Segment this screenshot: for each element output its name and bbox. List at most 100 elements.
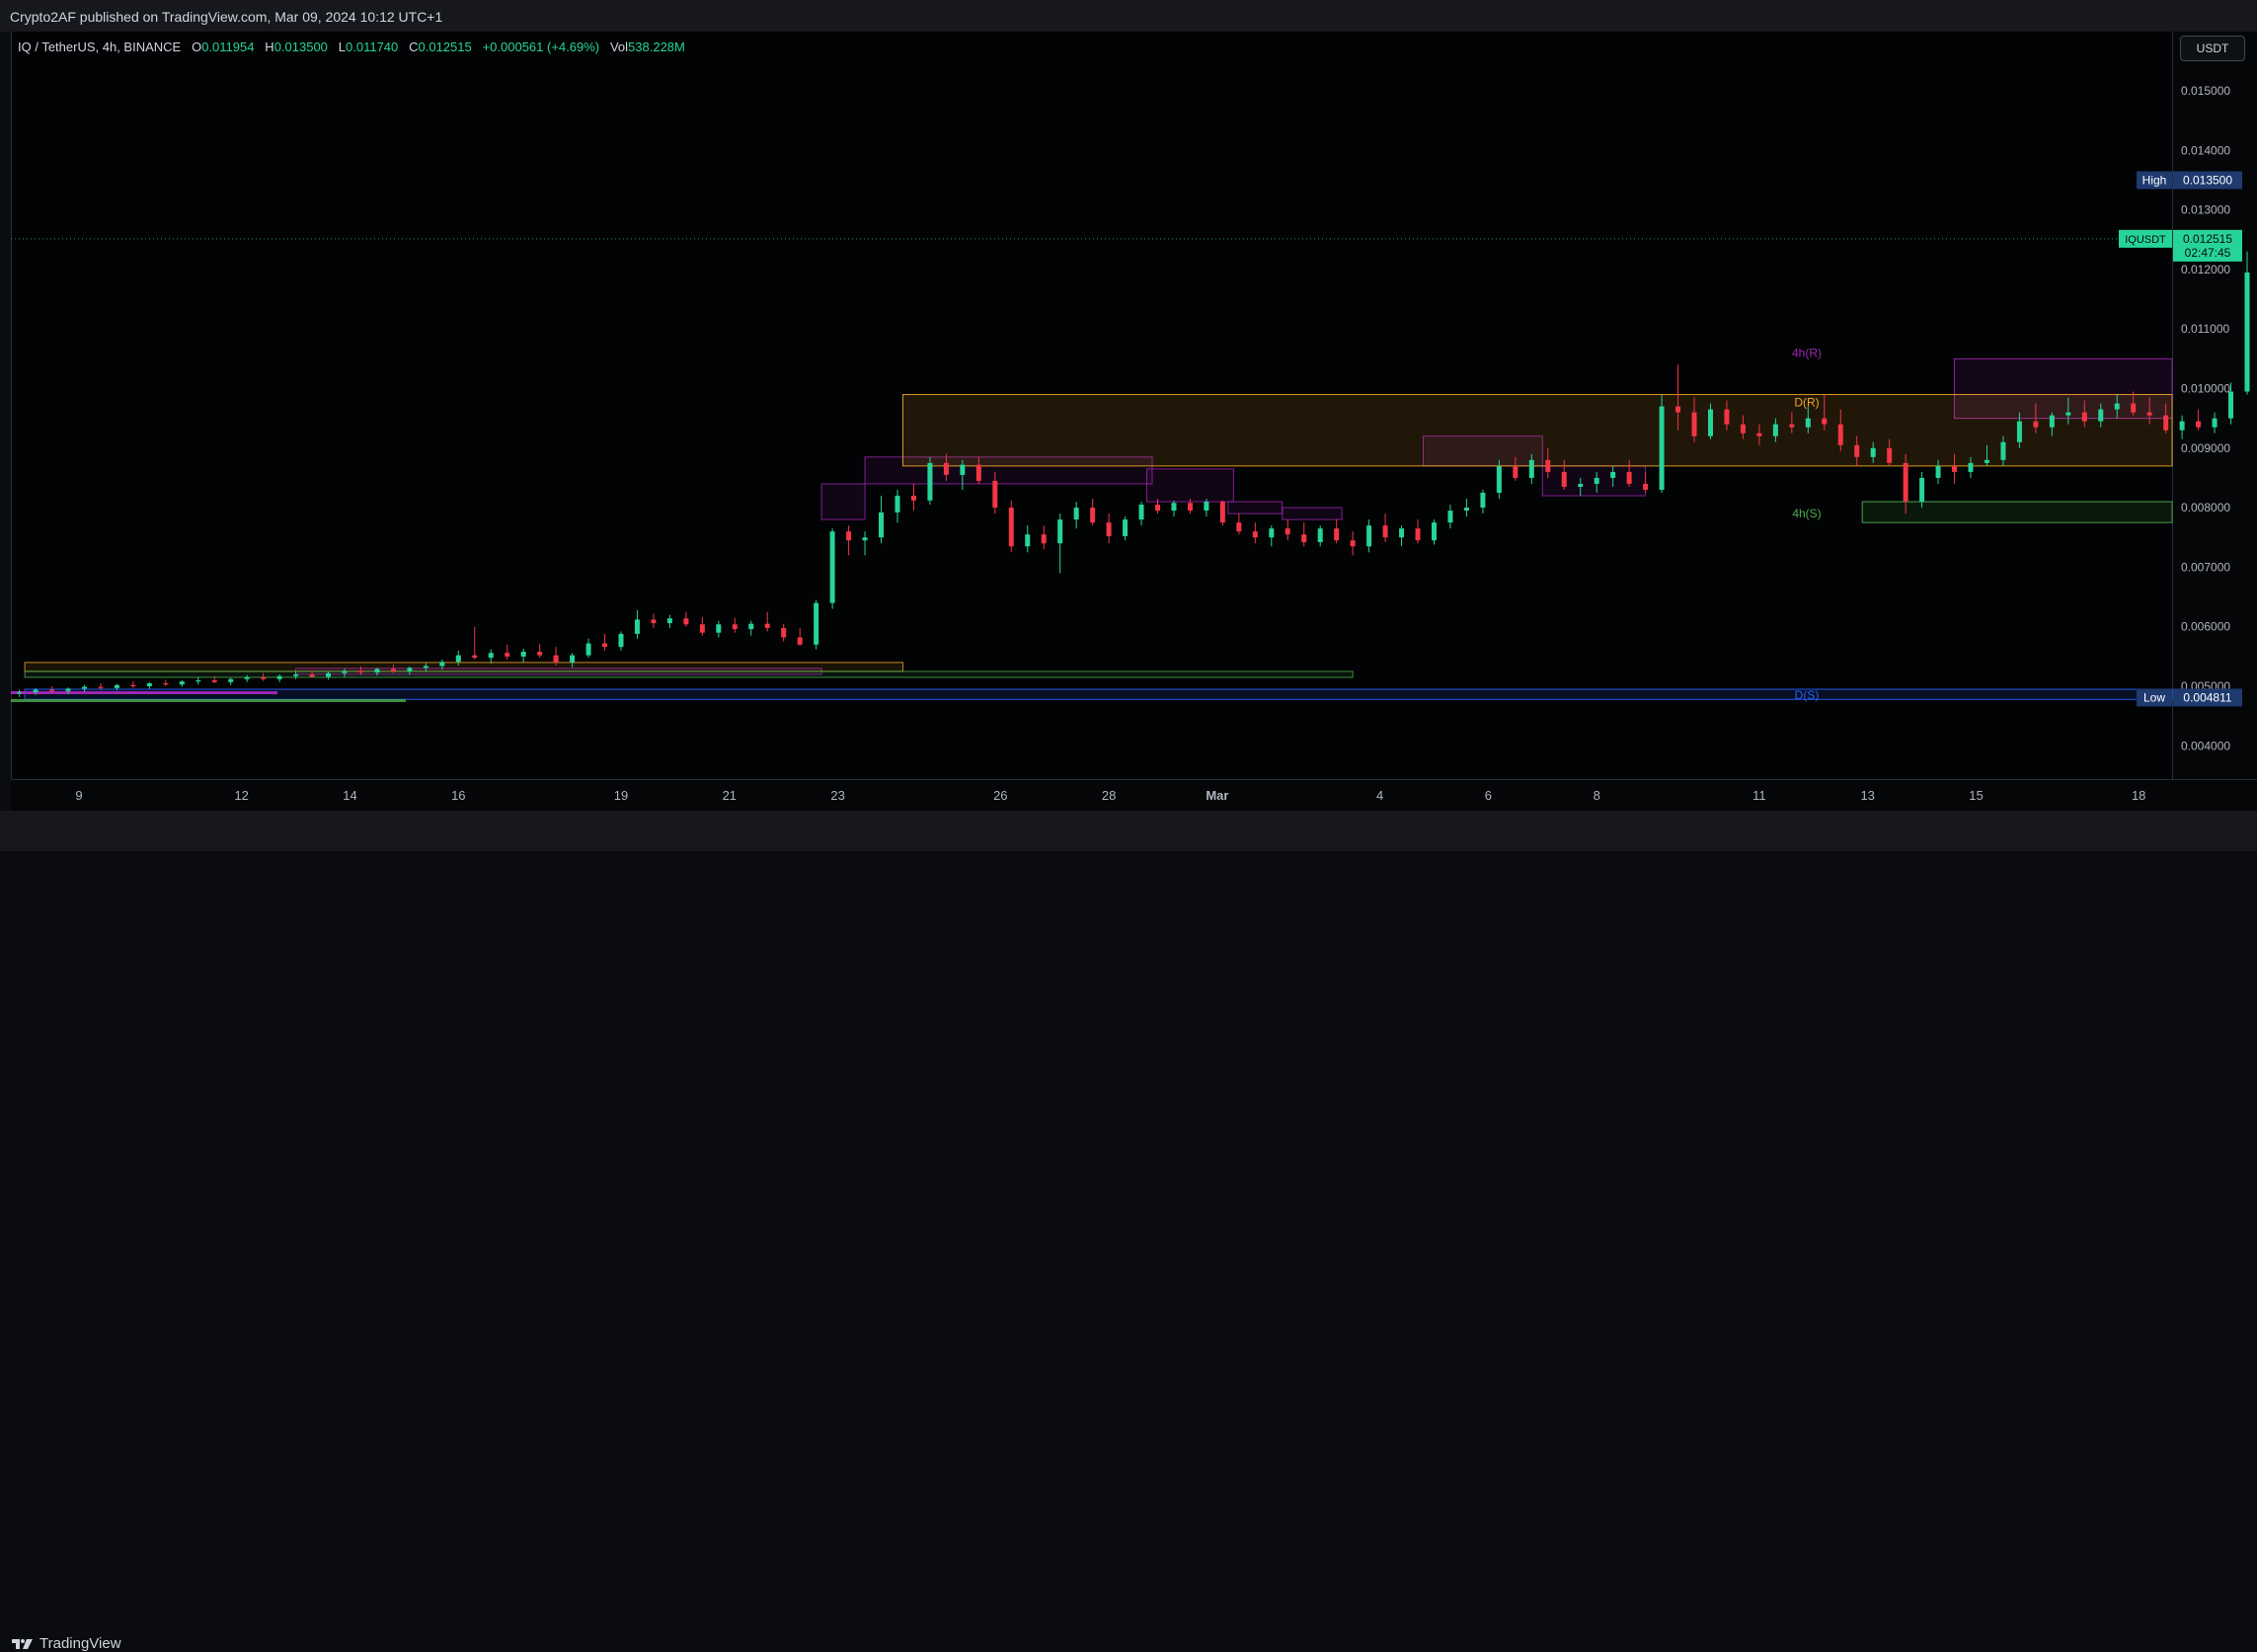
publish-header: Crypto2AF published on TradingView.com, … xyxy=(0,0,2257,32)
candle-body xyxy=(146,682,152,686)
candle-body xyxy=(357,670,363,673)
time-tick-label: 12 xyxy=(234,788,248,803)
candle-body xyxy=(1480,493,1486,509)
symbol-name[interactable]: IQ / TetherUS, 4h, BINANCE xyxy=(18,39,182,54)
time-tick-label: 13 xyxy=(1860,788,1874,803)
candle-body xyxy=(1415,528,1421,541)
price-tick-label: 0.012000 xyxy=(2181,263,2230,276)
symbol-legend: IQ / TetherUS, 4h, BINANCE O0.011954 H0.… xyxy=(18,39,685,54)
candle-body xyxy=(1837,424,1843,445)
last-symbol-bg xyxy=(2119,229,2172,248)
historical-zone-5 xyxy=(1423,435,1543,467)
time-tick-label: 14 xyxy=(343,788,356,803)
candle-body xyxy=(65,688,71,691)
candle-body xyxy=(748,623,754,630)
candle-body xyxy=(505,653,510,657)
historical-zone-1 xyxy=(1146,468,1234,503)
price-tick-label: 0.008000 xyxy=(2181,501,2230,514)
historical-zone-2 xyxy=(1227,501,1284,514)
historical-zone-9 xyxy=(24,670,1354,678)
candle-body xyxy=(261,676,267,679)
candle-body xyxy=(1496,465,1502,494)
candle-body xyxy=(585,643,591,656)
candle-body xyxy=(2196,421,2202,428)
candle-body xyxy=(634,619,640,634)
candle-body xyxy=(1301,534,1307,543)
candle-body xyxy=(683,618,689,625)
candle-body xyxy=(910,496,916,501)
zone-label: 4h(S) xyxy=(1792,507,1821,520)
candle-body xyxy=(895,496,900,512)
candle-body xyxy=(2114,403,2120,410)
candle-body xyxy=(975,464,981,481)
candle-body xyxy=(1578,483,1584,487)
candle-body xyxy=(276,675,282,679)
candle-body xyxy=(1675,406,1681,413)
close-value: 0.012515 xyxy=(418,39,472,54)
price-tick-label: 0.010000 xyxy=(2181,382,2230,396)
candle-body xyxy=(1219,502,1225,523)
candle-body xyxy=(309,673,315,677)
candle-body xyxy=(49,689,55,691)
candle-body xyxy=(1772,424,1778,436)
time-tick-label: 4 xyxy=(1376,788,1383,803)
low-price-tag: Low xyxy=(2143,690,2165,704)
candle-body xyxy=(553,655,559,663)
high-price-tag: High xyxy=(2142,173,2167,187)
candle-body xyxy=(1008,508,1014,547)
change-value: +0.000561 (+4.69%) xyxy=(482,39,600,54)
candle-body xyxy=(374,669,380,673)
candle-body xyxy=(1952,465,1958,472)
candle-body xyxy=(2098,409,2104,422)
high-value: 0.013500 xyxy=(273,39,328,54)
candle-body xyxy=(1252,531,1258,538)
high-label: H xyxy=(265,39,274,54)
candle-body xyxy=(1545,459,1551,472)
candlestick-chart[interactable]: 4h(R) D(R) 4h(S) D(S) 0.015000 0.014000 0.0130… xyxy=(0,0,2257,851)
candle-body xyxy=(1269,528,1275,538)
candle-body xyxy=(2163,415,2169,431)
zone-D(S) xyxy=(24,688,2173,700)
candle-body xyxy=(211,679,217,682)
candle-body xyxy=(488,653,494,659)
candle-body xyxy=(1561,471,1567,487)
tradingview-brand[interactable]: TradingView xyxy=(12,1635,121,1652)
candle-body xyxy=(1756,433,1762,436)
candle-body xyxy=(846,531,852,541)
candle-body xyxy=(1317,528,1323,543)
price-tick-label: 0.013000 xyxy=(2181,203,2230,217)
low-price-value: 0.004811 xyxy=(2183,690,2231,704)
candle-body xyxy=(2146,412,2152,416)
candle-body xyxy=(1513,465,1518,478)
historical-zone-4 xyxy=(820,483,866,520)
high-price-tag-bg xyxy=(2137,171,2172,190)
candle-body xyxy=(829,531,835,603)
price-tick-label: 0.015000 xyxy=(2181,84,2230,98)
time-axis[interactable] xyxy=(11,779,2257,812)
candle-body xyxy=(1350,540,1356,547)
currency-button[interactable]: USDT xyxy=(2180,36,2245,61)
candle-body xyxy=(244,676,250,679)
zone-4h(R) xyxy=(1954,357,2173,420)
time-tick-label: Mar xyxy=(1206,788,1228,803)
candle-body xyxy=(699,624,705,633)
candle-body xyxy=(879,511,885,538)
volume-label: Vol xyxy=(609,39,629,54)
candle-body xyxy=(2065,412,2071,416)
chart-pane[interactable] xyxy=(11,32,2173,779)
time-tick-label: 21 xyxy=(723,788,737,803)
price-tick-label: 0.004000 xyxy=(2181,739,2230,752)
brand-name: TradingView xyxy=(39,1635,121,1652)
candle-body xyxy=(130,684,136,686)
candle-body xyxy=(98,686,104,688)
candle-body xyxy=(1155,505,1161,511)
candle-body xyxy=(114,684,119,688)
candle-body xyxy=(163,682,169,685)
time-tick-label: 18 xyxy=(2132,788,2145,803)
candle-body xyxy=(1204,502,1209,511)
candle-body xyxy=(537,652,543,656)
price-tick-label: 0.006000 xyxy=(2181,620,2230,634)
candle-body xyxy=(651,619,657,624)
low-label: L xyxy=(338,39,346,54)
time-tick-label: 6 xyxy=(1485,788,1492,803)
